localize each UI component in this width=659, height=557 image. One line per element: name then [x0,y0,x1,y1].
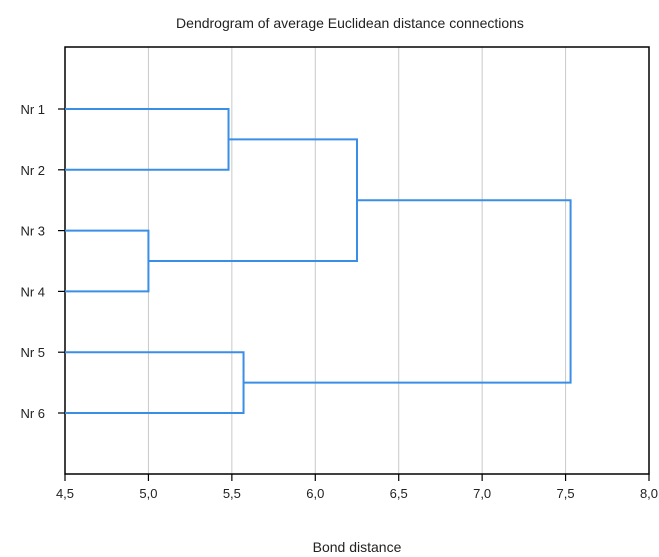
dendrogram-link [244,200,571,382]
dendrogram-link [65,231,148,292]
x-tick-label: 7,0 [473,486,491,501]
x-tick-label: 4,5 [56,486,74,501]
x-tick-label: 7,5 [557,486,575,501]
leaf-label: Nr 6 [20,406,45,421]
leaf-label: Nr 2 [20,163,45,178]
leaf-label: Nr 3 [20,224,45,239]
leaf-ticks [58,109,65,413]
x-tick-label: 8,0 [640,486,658,501]
leaf-labels: Nr 1 Nr 2 Nr 3 Nr 4 Nr 5 Nr 6 [20,102,45,421]
dendrogram-links [65,109,571,413]
leaf-label: Nr 5 [20,345,45,360]
x-axis-tick-labels: 4,5 5,0 5,5 6,0 6,5 7,0 7,5 8,0 [56,486,658,501]
dendrogram-link [65,109,229,170]
leaf-label: Nr 1 [20,102,45,117]
x-tick-label: 5,5 [223,486,241,501]
dendrogram-link [148,139,357,261]
x-tick-label: 6,0 [306,486,324,501]
leaf-label: Nr 4 [20,284,45,299]
x-tick-label: 5,0 [139,486,157,501]
x-axis-label: Bond distance [313,539,402,555]
dendrogram-link [65,352,244,413]
chart-title: Dendrogram of average Euclidean distance… [176,15,524,31]
x-axis-ticks [65,474,649,481]
x-tick-label: 6,5 [390,486,408,501]
